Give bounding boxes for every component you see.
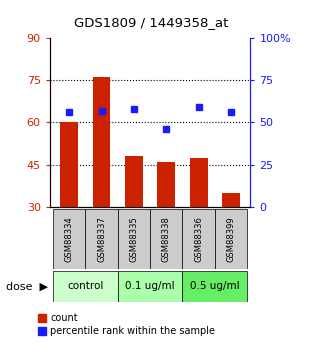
Text: GDS1809 / 1449358_at: GDS1809 / 1449358_at (74, 16, 228, 29)
Bar (53, 271, 118, 302)
Text: control: control (67, 282, 104, 291)
Text: GSM88336: GSM88336 (194, 216, 203, 262)
Text: GSM88337: GSM88337 (97, 216, 106, 262)
Text: GSM88335: GSM88335 (129, 216, 138, 262)
Bar (118, 209, 150, 269)
Bar (182, 209, 215, 269)
Text: GSM88334: GSM88334 (65, 216, 74, 262)
Bar (93, 77, 110, 207)
Text: dose  ▶: dose ▶ (6, 282, 48, 291)
Bar (222, 193, 240, 207)
Bar (157, 162, 175, 207)
Bar (125, 156, 143, 207)
Bar (60, 122, 78, 207)
Text: GSM88399: GSM88399 (226, 216, 236, 262)
Legend: count, percentile rank within the sample: count, percentile rank within the sample (34, 309, 219, 340)
Text: 0.5 ug/ml: 0.5 ug/ml (190, 282, 239, 291)
Bar (182, 271, 247, 302)
Bar (85, 209, 118, 269)
Text: GSM88338: GSM88338 (162, 216, 171, 262)
Bar (150, 209, 182, 269)
Bar (190, 158, 207, 207)
Bar (53, 209, 85, 269)
Bar (118, 271, 182, 302)
Text: 0.1 ug/ml: 0.1 ug/ml (125, 282, 175, 291)
Bar (215, 209, 247, 269)
